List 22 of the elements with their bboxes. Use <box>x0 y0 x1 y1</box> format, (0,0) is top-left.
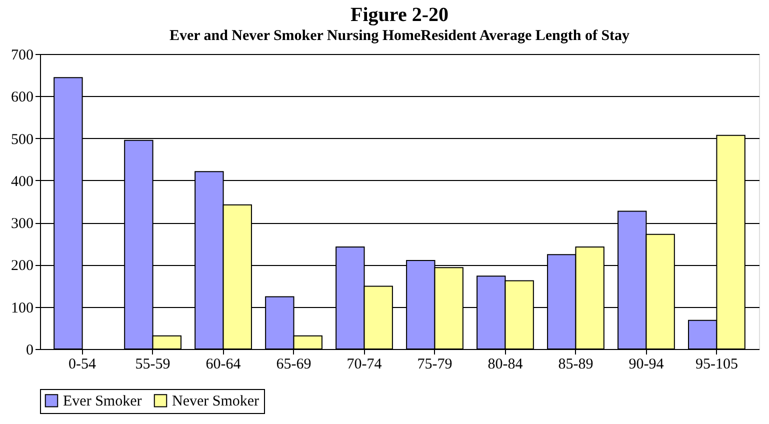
y-tick-label: 100 <box>11 300 34 316</box>
x-tick-label: 55-59 <box>135 356 170 372</box>
y-tick-label: 700 <box>11 48 34 64</box>
chart-title: Figure 2-20 <box>350 4 448 26</box>
y-tick-label: 500 <box>11 132 34 148</box>
x-tick-label: 60-64 <box>206 356 242 372</box>
x-tick-label: 70-74 <box>346 356 382 372</box>
x-tick-label: 90-94 <box>628 356 664 372</box>
y-tick-label: 200 <box>11 258 34 274</box>
y-tick-label: 400 <box>11 174 34 190</box>
x-tick-label: 75-79 <box>417 356 452 372</box>
y-tick-label: 0 <box>26 342 34 358</box>
legend-label: Never Smoker <box>172 394 260 410</box>
x-tick-label: 85-89 <box>558 356 594 372</box>
y-tick-label: 300 <box>11 216 34 232</box>
chart-subtitle: Ever and Never Smoker Nursing HomeResident Average Length of Stay <box>169 28 630 44</box>
x-tick-label: 80-84 <box>488 356 524 372</box>
legend-label: Ever Smoker <box>63 394 142 410</box>
x-tick-label: 95-105 <box>695 356 738 372</box>
x-tick-label: 65-69 <box>276 356 312 372</box>
x-tick-label: 0-54 <box>68 356 97 372</box>
y-tick-label: 600 <box>11 90 34 106</box>
